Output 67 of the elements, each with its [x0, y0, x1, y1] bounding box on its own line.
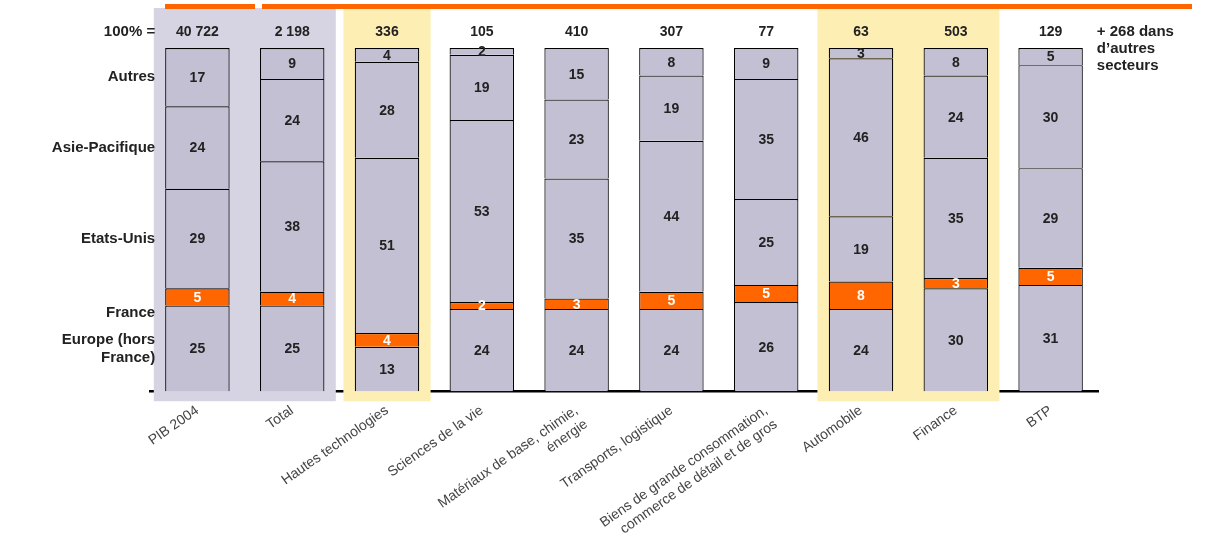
data-label: 4	[383, 46, 392, 63]
x-tick-label: Total	[262, 401, 297, 432]
annotation: 2 198	[274, 22, 310, 39]
data-label: 24	[474, 341, 490, 358]
data-label: 19	[663, 99, 680, 116]
series-label: Autres	[107, 67, 156, 85]
x-tick-label: BTP	[1023, 401, 1055, 431]
data-label: 5	[1046, 268, 1055, 285]
annotation: 410	[564, 22, 589, 39]
annotation: 77	[758, 22, 775, 39]
annotation: 129	[1038, 22, 1063, 39]
data-label: 4	[288, 290, 297, 307]
data-label: 30	[1042, 108, 1059, 125]
data-label: 35	[568, 230, 585, 247]
series-label: Etats-Unis	[80, 228, 156, 246]
data-label: 5	[762, 285, 771, 302]
data-label: 5	[193, 288, 202, 305]
annotation: 307	[659, 22, 684, 39]
data-label: 30	[948, 331, 964, 348]
data-label: 24	[189, 139, 206, 156]
data-label: 8	[667, 53, 676, 70]
data-label: 24	[284, 111, 301, 128]
data-label: 35	[758, 130, 775, 147]
series-label: Europe (hors France)	[61, 329, 156, 365]
data-label: 24	[663, 341, 680, 358]
data-label: 51	[379, 237, 395, 254]
data-label: 53	[474, 202, 490, 219]
data-label: 3	[951, 275, 960, 292]
data-label: 3	[857, 45, 866, 62]
data-label: 23	[568, 130, 585, 147]
data-label: 15	[568, 65, 585, 82]
annotation: 503	[944, 22, 968, 39]
data-label: 9	[762, 55, 771, 72]
data-label: 24	[568, 341, 585, 358]
data-label: 25	[189, 340, 206, 357]
annotation: 105	[470, 22, 494, 39]
data-label: 29	[189, 230, 206, 247]
data-label: 24	[948, 108, 964, 125]
series-label: Asie-Pacifique	[51, 137, 156, 155]
annotation: + 268 dans d’autres secteurs	[1096, 22, 1174, 74]
data-label: 19	[853, 240, 869, 257]
data-label: 19	[474, 79, 490, 96]
data-label: 29	[1042, 209, 1059, 226]
data-label: 4	[383, 331, 392, 348]
data-label: 5	[1046, 48, 1055, 65]
data-label: 44	[663, 208, 680, 225]
data-label: 17	[189, 69, 206, 86]
data-label: 25	[758, 233, 775, 250]
data-label: 3	[572, 295, 581, 312]
data-label: 13	[379, 360, 395, 377]
data-label: 8	[951, 53, 960, 70]
annotation: 336	[375, 22, 399, 39]
annotation: 63	[853, 22, 869, 39]
data-label: 25	[284, 340, 301, 357]
data-label: 35	[948, 209, 964, 226]
data-label: 24	[853, 341, 869, 358]
data-label: 46	[853, 129, 869, 146]
data-label: 26	[758, 338, 775, 355]
annotation: 40 722	[175, 22, 220, 39]
data-label: 9	[288, 55, 297, 72]
series-label: France	[105, 303, 156, 321]
text: 100% =	[103, 22, 156, 40]
data-label: 5	[667, 292, 676, 309]
data-label: 38	[284, 218, 301, 235]
data-label: 31	[1042, 329, 1059, 346]
data-label: 8	[857, 287, 866, 304]
data-label: 28	[379, 101, 395, 118]
